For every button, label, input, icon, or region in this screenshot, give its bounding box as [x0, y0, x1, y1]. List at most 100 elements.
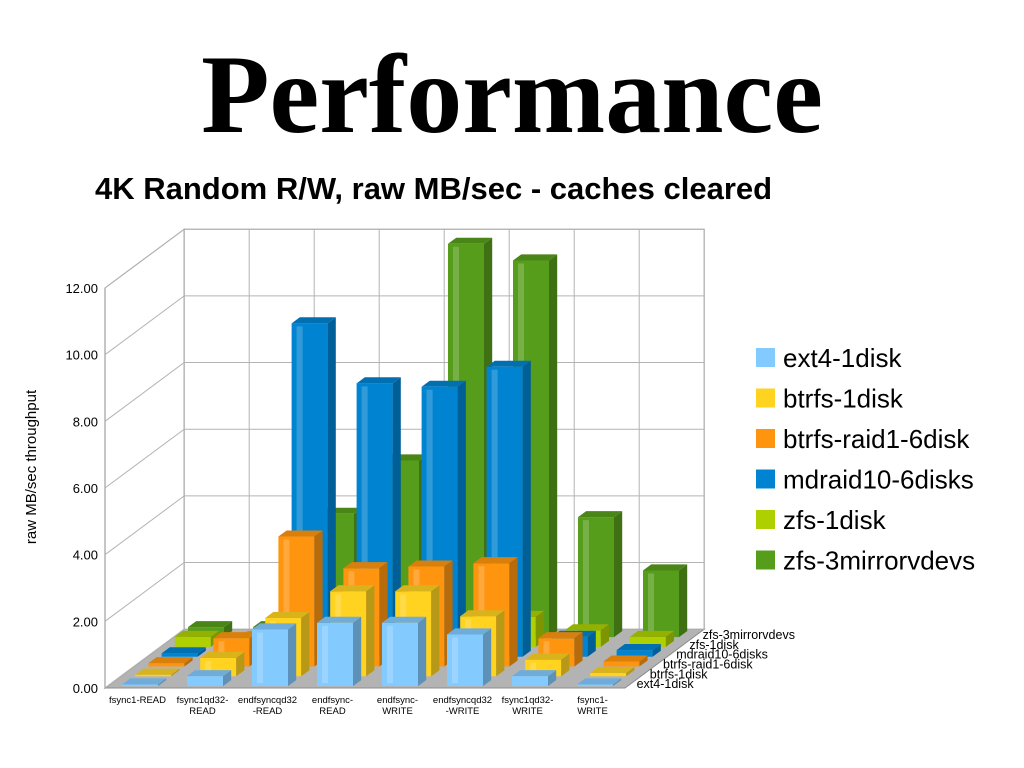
- bar-top: [538, 632, 583, 639]
- bar-side: [483, 628, 492, 687]
- bar-highlight: [530, 662, 537, 674]
- bar-top: [447, 628, 492, 635]
- bar-front: [122, 684, 158, 687]
- bar-top: [512, 670, 557, 677]
- bar-ext4-1disk-6: [512, 670, 557, 687]
- bar-top: [188, 621, 233, 628]
- bar-top: [343, 562, 388, 569]
- bar-highlight: [257, 632, 264, 684]
- bar-top: [356, 377, 401, 384]
- bar-top: [525, 653, 570, 660]
- legend-swatch: [756, 348, 775, 367]
- bar-side: [288, 623, 297, 687]
- legend-swatch: [756, 388, 775, 408]
- bar-top: [291, 317, 336, 324]
- x-tick-label: endfsync-: [377, 695, 418, 706]
- bar-top: [278, 530, 323, 537]
- bar-side: [158, 678, 167, 687]
- bar-front: [512, 676, 548, 687]
- x-tick-label: fsync1qd32-: [502, 695, 554, 706]
- bar-side: [639, 655, 648, 667]
- x-tick-label: READ: [189, 706, 216, 717]
- slide-title: Performance: [201, 33, 823, 157]
- legend: ext4-1disk btrfs-1disk btrfs-raid1-6disk md…: [756, 343, 975, 576]
- x-tick-label: endfsync-: [312, 695, 353, 706]
- bar-side: [197, 647, 206, 657]
- y-tick-label: 4.00: [73, 548, 98, 563]
- x-tick-label: READ: [319, 706, 346, 717]
- depth-tick-label: zfs-1disk: [689, 638, 739, 652]
- bar-side: [652, 644, 661, 657]
- bar-front: [616, 650, 653, 657]
- bar-top: [174, 630, 219, 637]
- bar-front: [603, 661, 640, 667]
- bar-ext4-1disk-3: [317, 616, 362, 687]
- bar-top: [265, 611, 310, 618]
- bar-top: [473, 557, 518, 564]
- bar-top: [578, 511, 623, 518]
- bar-top: [317, 616, 362, 623]
- bar-top: [330, 585, 375, 592]
- bar-top: [252, 623, 297, 630]
- bar-side: [574, 632, 583, 667]
- bar-highlight: [283, 539, 290, 664]
- bar-highlight: [387, 625, 394, 684]
- bar-ext4-1disk-1: [187, 670, 232, 687]
- legend-label: btrfs-1disk: [783, 384, 904, 414]
- legend-swatch: [756, 510, 775, 529]
- depth-tick-label: btrfs-raid1-6disk: [663, 658, 753, 672]
- legend-label: zfs-1disk: [783, 505, 887, 535]
- y-tick-label: 0.00: [73, 681, 98, 696]
- bar-btrfs-raid1-6disk-0: [148, 657, 193, 667]
- bar-zfs-3mirrorvdevs-6: [578, 511, 623, 638]
- x-tick-label: -WRITE: [446, 706, 480, 717]
- bar-top: [187, 670, 232, 677]
- bars-group: [122, 237, 688, 687]
- bar-top: [513, 254, 558, 261]
- legend-label: ext4-1disk: [783, 343, 902, 373]
- bar-top: [161, 647, 206, 654]
- bar-side: [366, 585, 375, 677]
- bar-top: [643, 564, 688, 571]
- y-tick-label: 10.00: [65, 348, 98, 363]
- bar-side: [171, 668, 180, 677]
- legend-label: zfs-3mirrorvdevs: [783, 546, 975, 576]
- bar-top: [408, 560, 453, 567]
- bar-ext4-1disk-5: [447, 628, 492, 687]
- bar-highlight: [583, 520, 590, 635]
- bar-highlight: [205, 661, 212, 674]
- bar-top: [460, 610, 505, 617]
- axis-labels: 0.002.004.006.008.0010.0012.00fsync1-REA…: [65, 281, 795, 717]
- legend-swatch: [756, 550, 775, 570]
- bar-side: [353, 616, 362, 687]
- bar-ext4-1disk-4: [382, 616, 427, 687]
- bar-front: [161, 653, 198, 657]
- bar-side: [184, 657, 193, 667]
- bar-top: [590, 666, 635, 673]
- bar-top: [395, 585, 440, 592]
- depth-tick-label: zfs-3mirrorvdevs: [703, 628, 795, 642]
- bar-top: [122, 678, 167, 685]
- bar-top: [577, 678, 622, 685]
- bar-top: [448, 237, 493, 244]
- bar-front: [148, 663, 185, 667]
- bar-side: [223, 670, 232, 687]
- bar-top: [629, 630, 674, 637]
- depth-tick-label: btrfs-1disk: [650, 667, 708, 681]
- x-tick-label: WRITE: [382, 706, 413, 717]
- x-tick-label: fsync1-READ: [109, 695, 166, 706]
- bar-side: [509, 557, 518, 667]
- bar-highlight: [648, 573, 655, 635]
- legend-label: btrfs-raid1-6disk: [783, 424, 970, 454]
- bar-front: [174, 636, 211, 647]
- bar-top: [213, 632, 258, 639]
- bar-front: [187, 676, 223, 687]
- bar-side: [418, 616, 427, 687]
- bar-side: [236, 651, 245, 677]
- bar-mdraid10-6disks-0: [161, 647, 206, 657]
- depth-tick-label: mdraid10-6disks: [676, 648, 768, 662]
- x-tick-label: endfsyncqd32: [238, 695, 297, 706]
- bar-side: [665, 630, 674, 647]
- y-tick-label: 2.00: [73, 614, 98, 629]
